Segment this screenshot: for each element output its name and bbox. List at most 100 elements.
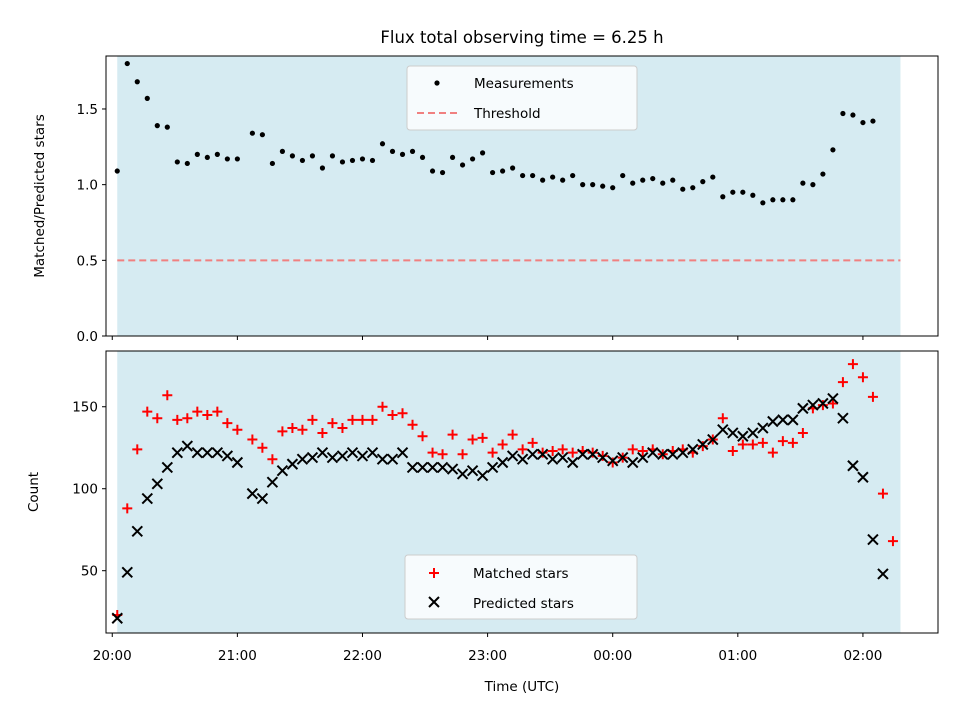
matched-star-point: [727, 446, 738, 457]
predicted-star-point: [857, 471, 869, 483]
measurement-point: [449, 154, 456, 161]
predicted-star-point: [201, 446, 214, 459]
count-panel: 20:00 21:00 22:00 23:00 00:00 01:00 02:00 50 100…: [26, 350, 939, 695]
matched-star-point: [627, 444, 638, 455]
predicted-star-point: [436, 461, 449, 474]
predicted-star-point: [797, 402, 809, 415]
predicted-star-point: [847, 460, 859, 472]
predicted-star-point: [867, 533, 879, 546]
matched-star-point: [467, 434, 478, 445]
matched-star-point: [607, 457, 618, 468]
predicted-star-point: [326, 451, 339, 464]
matched-star-points: [112, 359, 898, 620]
matched-star-point: [212, 406, 223, 417]
predicted-star-point: [767, 415, 779, 428]
measurement-point: [134, 79, 140, 85]
measurement-point: [419, 154, 426, 161]
measurement-point: [820, 171, 826, 177]
predicted-star-point: [496, 456, 509, 469]
matched-star-point: [232, 424, 243, 435]
matched-star-point: [257, 442, 268, 453]
predicted-star-point: [536, 448, 549, 460]
matched-star-point: [367, 414, 378, 425]
predicted-star-point: [566, 456, 579, 469]
measurement-point: [810, 182, 816, 188]
matched-star-point: [497, 439, 508, 450]
measurement-point: [399, 151, 406, 157]
matched-star-point: [477, 432, 488, 443]
measurement-point: [720, 194, 726, 200]
predicted-star-point: [316, 446, 329, 459]
predicted-star-point: [456, 468, 469, 480]
measurement-point: [730, 189, 736, 195]
x-tick-label: 21:00: [218, 648, 257, 664]
measurement-point: [489, 169, 496, 176]
count-legend: Matched stars Predicted stars: [404, 554, 638, 620]
predicted-star-point: [506, 450, 519, 462]
matched-star-point: [517, 444, 528, 455]
matched-star-point: [817, 400, 828, 411]
measurement-point: [590, 182, 596, 188]
measurement-point: [174, 159, 180, 165]
measurement-point: [409, 148, 416, 154]
predicted-star-point: [246, 487, 259, 500]
predicted-star-point: [627, 456, 639, 469]
matched-star-point: [152, 413, 163, 424]
ratio-panel: 0.0 0.5 1.0 1.5 Matched/Predicted stars Mea…: [32, 55, 939, 345]
x-axis-label: Time (UTC): [484, 679, 560, 695]
measurement-point: [154, 123, 160, 129]
measurement-point: [204, 154, 210, 161]
measurement-point: [760, 200, 766, 206]
matched-star-point: [182, 413, 193, 424]
matched-star-point: [407, 419, 418, 430]
predicted-star-point: [526, 448, 539, 460]
measurement-point: [570, 172, 576, 179]
count-plot-frame: [105, 350, 939, 634]
predicted-star-point: [306, 451, 319, 464]
matched-star-point: [427, 447, 438, 458]
measurement-point: [860, 119, 866, 126]
predicted-star-point: [396, 446, 409, 459]
measurement-point: [660, 180, 666, 186]
predicted-star-point: [141, 492, 153, 505]
matched-star-point: [132, 444, 143, 455]
legend-x-glyph: [428, 596, 440, 608]
matched-star-point: [307, 414, 318, 425]
predicted-star-point: [161, 461, 174, 474]
predicted-star-point: [687, 443, 699, 456]
ratio-legend: Measurements Threshold: [406, 65, 638, 131]
matched-star-point: [457, 449, 468, 460]
matched-star-point: [122, 503, 133, 514]
matched-star-point: [317, 427, 328, 438]
predicted-star-point: [151, 478, 164, 490]
predicted-star-point: [717, 423, 729, 436]
ratio-axis-ticks: 0.0 0.5 1.0 1.5: [77, 102, 864, 345]
predicted-star-point: [221, 450, 234, 462]
measurement-point: [144, 95, 150, 101]
measurement-point: [530, 172, 536, 179]
predicted-star-point: [336, 450, 349, 462]
matched-star-point: [637, 446, 648, 457]
measurement-point: [234, 156, 240, 162]
measurement-point: [269, 160, 275, 167]
matched-star-point: [767, 447, 778, 458]
measurement-point: [500, 168, 506, 174]
predicted-star-point: [877, 568, 889, 580]
legend-threshold-label: Threshold: [473, 106, 541, 122]
predicted-star-point: [191, 446, 204, 459]
x-tick-label: 23:00: [468, 648, 507, 664]
predicted-star-point: [111, 612, 123, 624]
matched-star-point: [787, 437, 798, 448]
y-tick-label: 50: [81, 564, 98, 580]
measurement-point: [164, 124, 170, 130]
measurement-point: [560, 177, 566, 183]
measurement-point: [790, 197, 796, 203]
matched-star-point: [447, 429, 458, 440]
measurement-point: [329, 153, 336, 159]
matched-star-point: [737, 439, 748, 450]
measurement-point: [459, 162, 466, 168]
measurement-point: [349, 157, 356, 164]
predicted-star-point: [697, 438, 709, 451]
predicted-star-point: [817, 397, 829, 410]
predicted-star-point: [416, 461, 429, 474]
